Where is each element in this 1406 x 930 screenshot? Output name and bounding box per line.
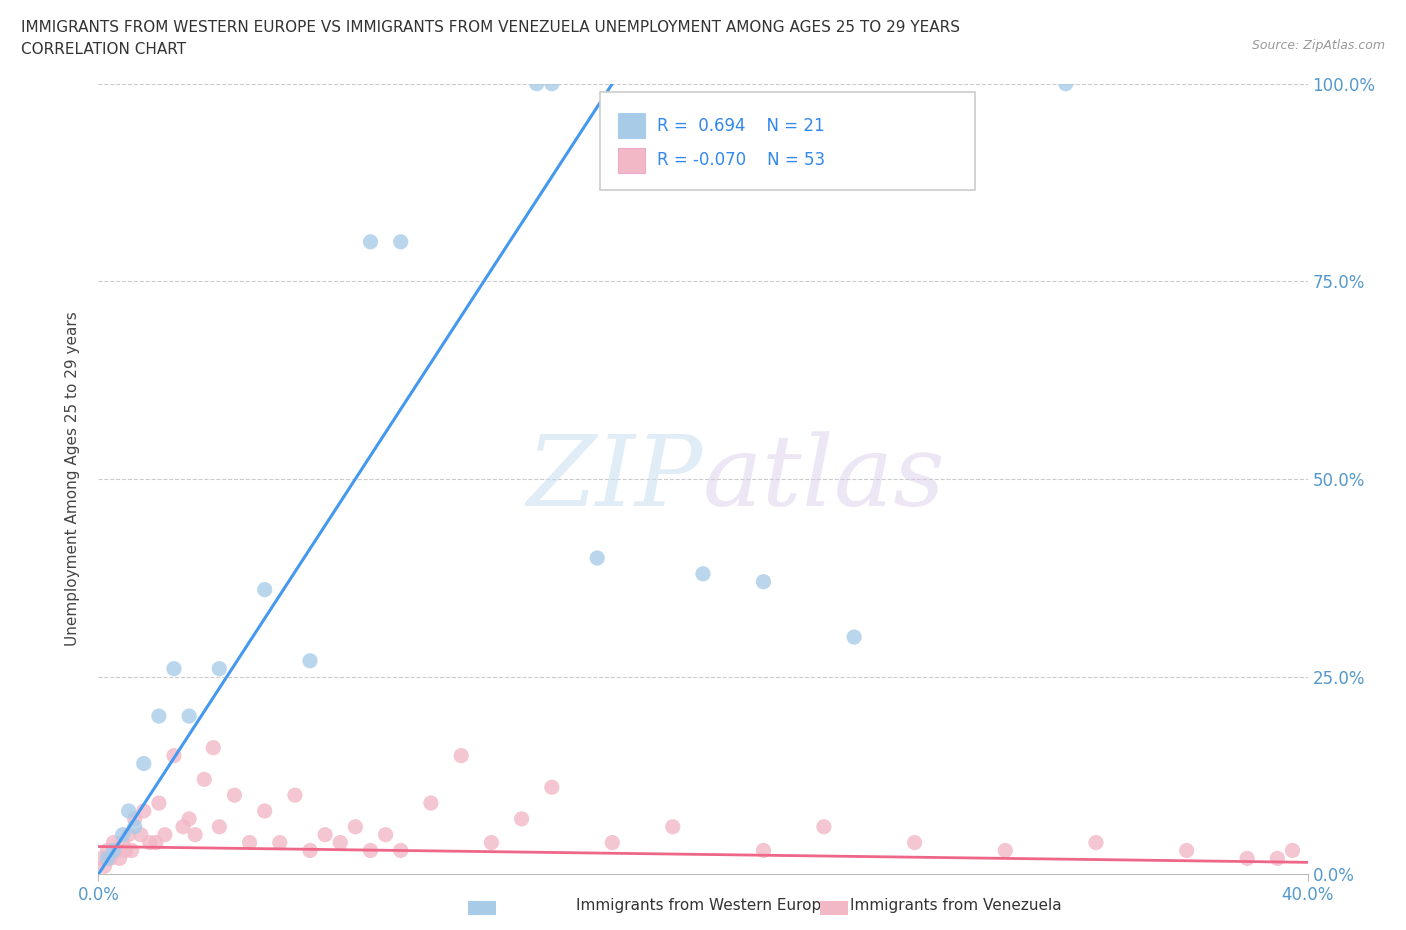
Point	[360, 234, 382, 249]
Text: ZIP: ZIP	[527, 432, 703, 526]
Text: Immigrants from Western Europe: Immigrants from Western Europe	[575, 897, 831, 912]
Point	[193, 772, 215, 787]
Point	[108, 851, 131, 866]
Point	[329, 835, 352, 850]
Point	[129, 828, 152, 843]
Point	[389, 844, 412, 858]
Point	[90, 851, 112, 866]
Point	[172, 819, 194, 834]
Point	[163, 661, 186, 676]
Text: R = -0.070    N = 53: R = -0.070 N = 53	[657, 152, 825, 169]
Point	[692, 566, 714, 581]
FancyBboxPatch shape	[600, 91, 976, 191]
Point	[540, 76, 562, 91]
Point	[208, 819, 231, 834]
Point	[118, 804, 141, 818]
Point	[202, 740, 225, 755]
Point	[602, 835, 624, 850]
Point	[1267, 851, 1289, 866]
Point	[148, 709, 170, 724]
Point	[145, 835, 167, 850]
Point	[105, 844, 128, 858]
Point	[111, 835, 134, 850]
Point	[904, 835, 927, 850]
Point	[208, 661, 231, 676]
Point	[540, 779, 562, 794]
Point	[103, 844, 125, 858]
Point	[1281, 844, 1303, 858]
Point	[481, 835, 503, 850]
Point	[510, 811, 533, 827]
Point	[752, 844, 775, 858]
Point	[179, 709, 201, 724]
Point	[96, 844, 118, 858]
Text: Immigrants from Venezuela: Immigrants from Venezuela	[851, 897, 1062, 912]
Point	[450, 748, 472, 763]
Point	[284, 788, 307, 803]
Point	[132, 804, 155, 818]
Point	[526, 76, 548, 91]
Point	[96, 851, 118, 866]
Point	[153, 828, 176, 843]
Point	[586, 551, 609, 565]
Text: atlas: atlas	[703, 432, 946, 526]
Point	[299, 653, 322, 668]
Point	[420, 796, 443, 811]
Point	[994, 844, 1017, 858]
Point	[389, 234, 412, 249]
Point	[299, 844, 322, 858]
Point	[121, 844, 143, 858]
Point	[184, 828, 207, 843]
Point	[844, 630, 866, 644]
Point	[344, 819, 367, 834]
Point	[132, 756, 155, 771]
Text: R =  0.694    N = 21: R = 0.694 N = 21	[657, 116, 825, 135]
Point	[269, 835, 291, 850]
Point	[314, 828, 336, 843]
Y-axis label: Unemployment Among Ages 25 to 29 years: Unemployment Among Ages 25 to 29 years	[65, 312, 80, 646]
Point	[114, 844, 136, 858]
Text: IMMIGRANTS FROM WESTERN EUROPE VS IMMIGRANTS FROM VENEZUELA UNEMPLOYMENT AMONG A: IMMIGRANTS FROM WESTERN EUROPE VS IMMIGR…	[21, 20, 960, 35]
Text: CORRELATION CHART: CORRELATION CHART	[21, 42, 186, 57]
Point	[1085, 835, 1108, 850]
Point	[93, 859, 115, 874]
Point	[118, 828, 141, 843]
Point	[661, 819, 683, 834]
FancyBboxPatch shape	[619, 113, 645, 139]
Text: Source: ZipAtlas.com: Source: ZipAtlas.com	[1251, 39, 1385, 52]
Point	[179, 811, 201, 827]
Point	[124, 811, 146, 827]
Point	[163, 748, 186, 763]
Point	[253, 582, 276, 597]
Point	[1054, 76, 1077, 91]
Point	[124, 819, 146, 834]
Point	[752, 575, 775, 590]
FancyBboxPatch shape	[619, 148, 645, 173]
Point	[224, 788, 246, 803]
Point	[148, 796, 170, 811]
Point	[1236, 851, 1258, 866]
Point	[360, 844, 382, 858]
Point	[103, 835, 125, 850]
Point	[111, 828, 134, 843]
Point	[374, 828, 396, 843]
Point	[139, 835, 162, 850]
Point	[239, 835, 262, 850]
Point	[100, 851, 122, 866]
Point	[253, 804, 276, 818]
Point	[813, 819, 835, 834]
Point	[1175, 844, 1198, 858]
